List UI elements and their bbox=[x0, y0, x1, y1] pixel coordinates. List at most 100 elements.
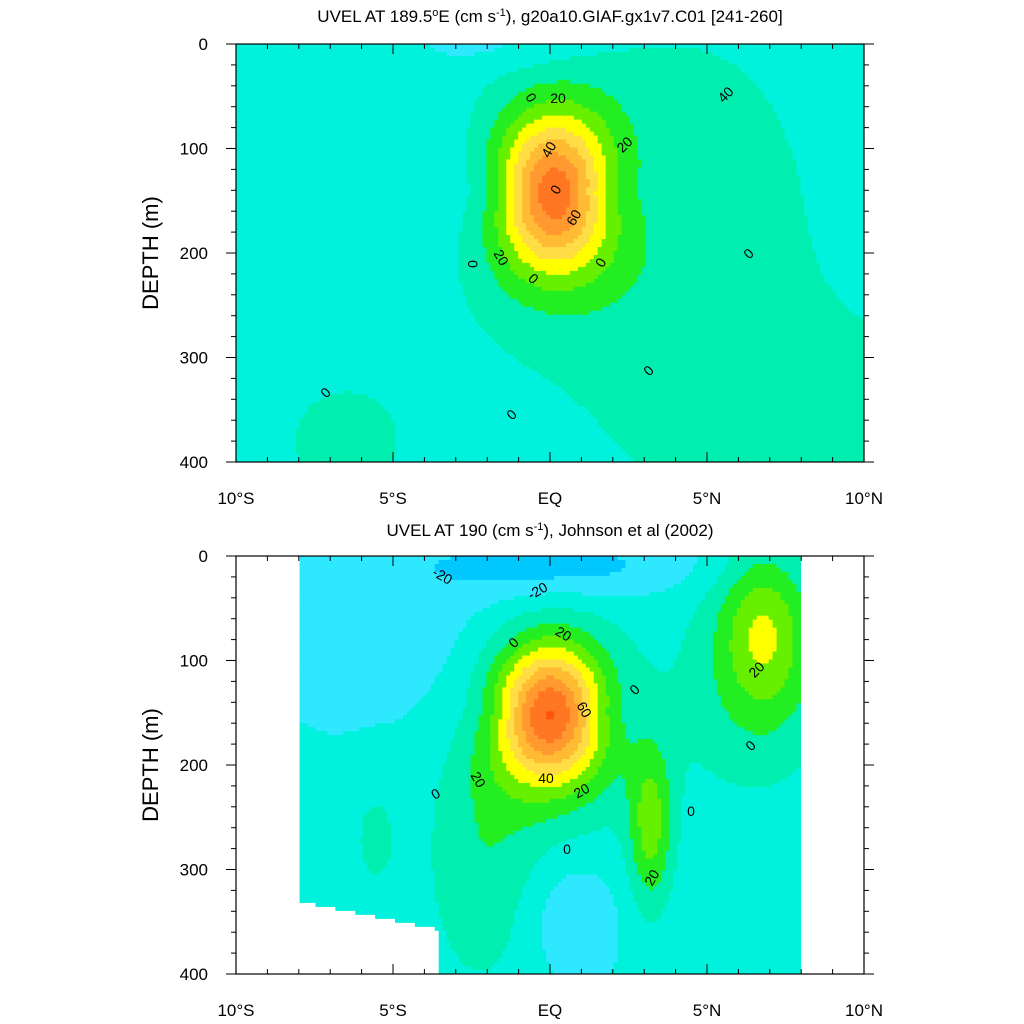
contour-cell bbox=[426, 167, 432, 172]
contour-cell bbox=[740, 163, 746, 169]
contour-cell bbox=[371, 71, 376, 77]
contour-cell bbox=[637, 51, 643, 57]
contour-cell bbox=[701, 119, 706, 125]
contour-cell bbox=[271, 139, 277, 145]
contour-cell bbox=[629, 147, 635, 153]
contour-cell bbox=[804, 47, 809, 53]
contour-cell bbox=[287, 127, 293, 133]
contour-cell bbox=[856, 47, 861, 53]
contour-cell bbox=[720, 119, 726, 125]
contour-cell bbox=[832, 83, 837, 89]
contour-cell bbox=[625, 163, 631, 169]
contour-cell bbox=[597, 151, 603, 157]
contour-cell bbox=[247, 167, 253, 172]
contour-cell bbox=[482, 95, 487, 101]
contour-cell bbox=[625, 103, 631, 109]
contour-cell bbox=[259, 119, 265, 125]
contour-cell bbox=[319, 95, 325, 101]
contour-cell bbox=[359, 111, 364, 117]
contour-cell bbox=[593, 83, 599, 89]
contour-cell bbox=[685, 139, 690, 145]
contour-cell bbox=[247, 91, 253, 97]
contour-cell bbox=[585, 131, 591, 137]
contour-cell bbox=[550, 87, 555, 93]
contour-cell bbox=[720, 47, 726, 53]
contour-cell bbox=[430, 167, 436, 172]
contour-cell bbox=[383, 67, 388, 73]
contour-cell bbox=[438, 91, 444, 97]
contour-cell bbox=[641, 151, 646, 157]
contour-cell bbox=[617, 155, 623, 161]
contour-cell bbox=[323, 47, 329, 53]
contour-cell bbox=[804, 111, 809, 117]
contour-cell bbox=[498, 163, 503, 169]
contour-cell bbox=[534, 44, 539, 49]
contour-cell bbox=[772, 87, 778, 93]
contour-cell bbox=[279, 147, 285, 153]
contour-cell bbox=[844, 131, 849, 137]
contour-cell bbox=[470, 67, 476, 73]
contour-cell bbox=[387, 44, 392, 49]
contour-cell bbox=[522, 147, 527, 153]
contour-cell bbox=[347, 111, 352, 117]
contour-cell bbox=[633, 139, 639, 145]
contour-cell bbox=[522, 59, 527, 65]
contour-cell bbox=[657, 67, 662, 73]
contour-cell bbox=[649, 143, 654, 149]
contour-cell bbox=[645, 75, 650, 81]
contour-cell bbox=[748, 107, 754, 113]
contour-cell bbox=[387, 71, 392, 77]
contour-cell bbox=[383, 99, 388, 105]
contour-cell bbox=[804, 135, 809, 141]
contour-cell bbox=[736, 147, 742, 153]
contour-cell bbox=[375, 127, 380, 133]
contour-cell bbox=[398, 127, 404, 133]
contour-cell bbox=[291, 67, 297, 73]
contour-cell bbox=[299, 135, 305, 141]
contour-cell bbox=[752, 95, 758, 101]
contour-cell bbox=[649, 127, 654, 133]
contour-cell bbox=[243, 111, 249, 117]
contour-cell bbox=[589, 119, 595, 125]
contour-cell bbox=[697, 155, 702, 161]
contour-cell bbox=[462, 143, 468, 149]
contour-cell bbox=[363, 135, 368, 141]
contour-cell bbox=[327, 159, 332, 165]
contour-cell bbox=[295, 151, 301, 157]
contour-cell bbox=[279, 135, 285, 141]
contour-cell bbox=[418, 51, 424, 57]
contour-cell bbox=[371, 103, 376, 109]
contour-cell bbox=[267, 155, 273, 161]
contour-cell bbox=[796, 79, 801, 85]
contour-cell bbox=[530, 123, 535, 129]
contour-cell bbox=[816, 127, 821, 133]
contour-cell bbox=[454, 107, 460, 113]
contour-cell bbox=[430, 91, 436, 97]
contour-cell bbox=[740, 107, 746, 113]
contour-cell bbox=[494, 47, 499, 53]
contour-cell bbox=[629, 123, 635, 129]
contour-cell bbox=[402, 131, 408, 137]
contour-cell bbox=[573, 55, 579, 61]
contour-cell bbox=[685, 107, 690, 113]
contour-cell bbox=[546, 71, 551, 77]
contour-cell bbox=[732, 115, 738, 121]
contour-cell bbox=[856, 99, 861, 105]
contour-cell bbox=[708, 87, 714, 93]
contour-cell bbox=[716, 63, 722, 69]
contour-cell bbox=[736, 159, 742, 165]
contour-cell bbox=[534, 111, 539, 117]
contour-cell bbox=[748, 147, 754, 153]
contour-cell bbox=[689, 59, 694, 65]
contour-cell bbox=[367, 91, 372, 97]
contour-cell bbox=[621, 99, 627, 105]
contour-cell bbox=[677, 107, 682, 113]
contour-cell bbox=[609, 59, 615, 65]
contour-cell bbox=[542, 79, 547, 85]
contour-cell bbox=[780, 143, 786, 149]
contour-cell bbox=[470, 83, 476, 89]
contour-cell bbox=[852, 143, 857, 149]
contour-cell bbox=[553, 67, 559, 73]
contour-cell bbox=[792, 71, 798, 77]
contour-cell bbox=[351, 111, 356, 117]
